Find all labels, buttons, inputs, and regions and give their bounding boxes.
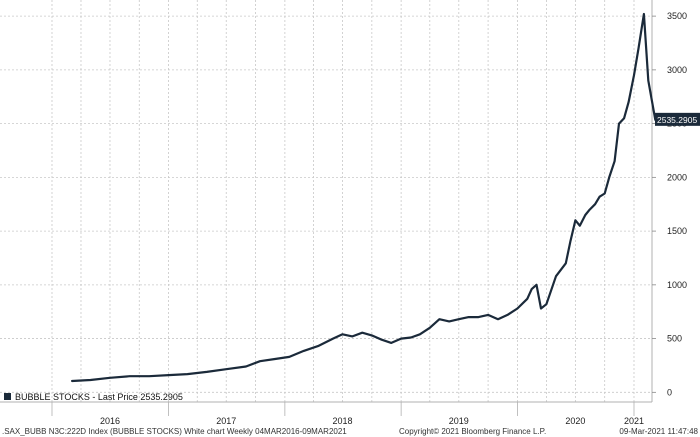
y-tick-label: 500 <box>667 334 682 344</box>
x-tick-label: 2018 <box>333 416 353 426</box>
footer-left: .SAX_BUBB N3C:222D Index (BUBBLE STOCKS)… <box>2 427 347 436</box>
y-tick-label: 1500 <box>667 226 687 236</box>
x-tick-label: 2017 <box>216 416 236 426</box>
y-tick-label: 2000 <box>667 172 687 182</box>
grid-lines <box>0 0 652 402</box>
y-tick-label: 3000 <box>667 65 687 75</box>
x-tick-label: 2019 <box>449 416 469 426</box>
legend-label: BUBBLE STOCKS - Last Price 2535.2905 <box>15 392 183 402</box>
footer-center: Copyright© 2021 Bloomberg Finance L.P. <box>399 427 546 436</box>
x-tick-label: 2020 <box>565 416 585 426</box>
x-tick-labels: 2016 2017 2018 2019 2020 2021 <box>51 402 644 426</box>
y-tick-label: 1000 <box>667 280 687 290</box>
footer: .SAX_BUBB N3C:222D Index (BUBBLE STOCKS)… <box>2 427 699 436</box>
last-price-tag: 2535.2905 <box>655 112 700 126</box>
footer-right: 09-Mar-2021 11:47:48 <box>619 427 698 436</box>
legend-swatch <box>4 393 11 400</box>
axes <box>0 0 653 403</box>
series-line <box>71 12 657 383</box>
last-price-label: 2535.2905 <box>657 115 697 125</box>
x-tick-label: 2016 <box>100 416 120 426</box>
last-price-box <box>655 112 700 126</box>
series-layer <box>71 12 657 383</box>
y-tick-labels: 0500100015002000250030003500 <box>652 11 687 397</box>
y-tick-label: 3500 <box>667 11 687 21</box>
x-tick-label: 2021 <box>624 416 644 426</box>
legend: BUBBLE STOCKS - Last Price 2535.2905 <box>4 392 183 402</box>
y-tick-label: 0 <box>667 387 672 397</box>
